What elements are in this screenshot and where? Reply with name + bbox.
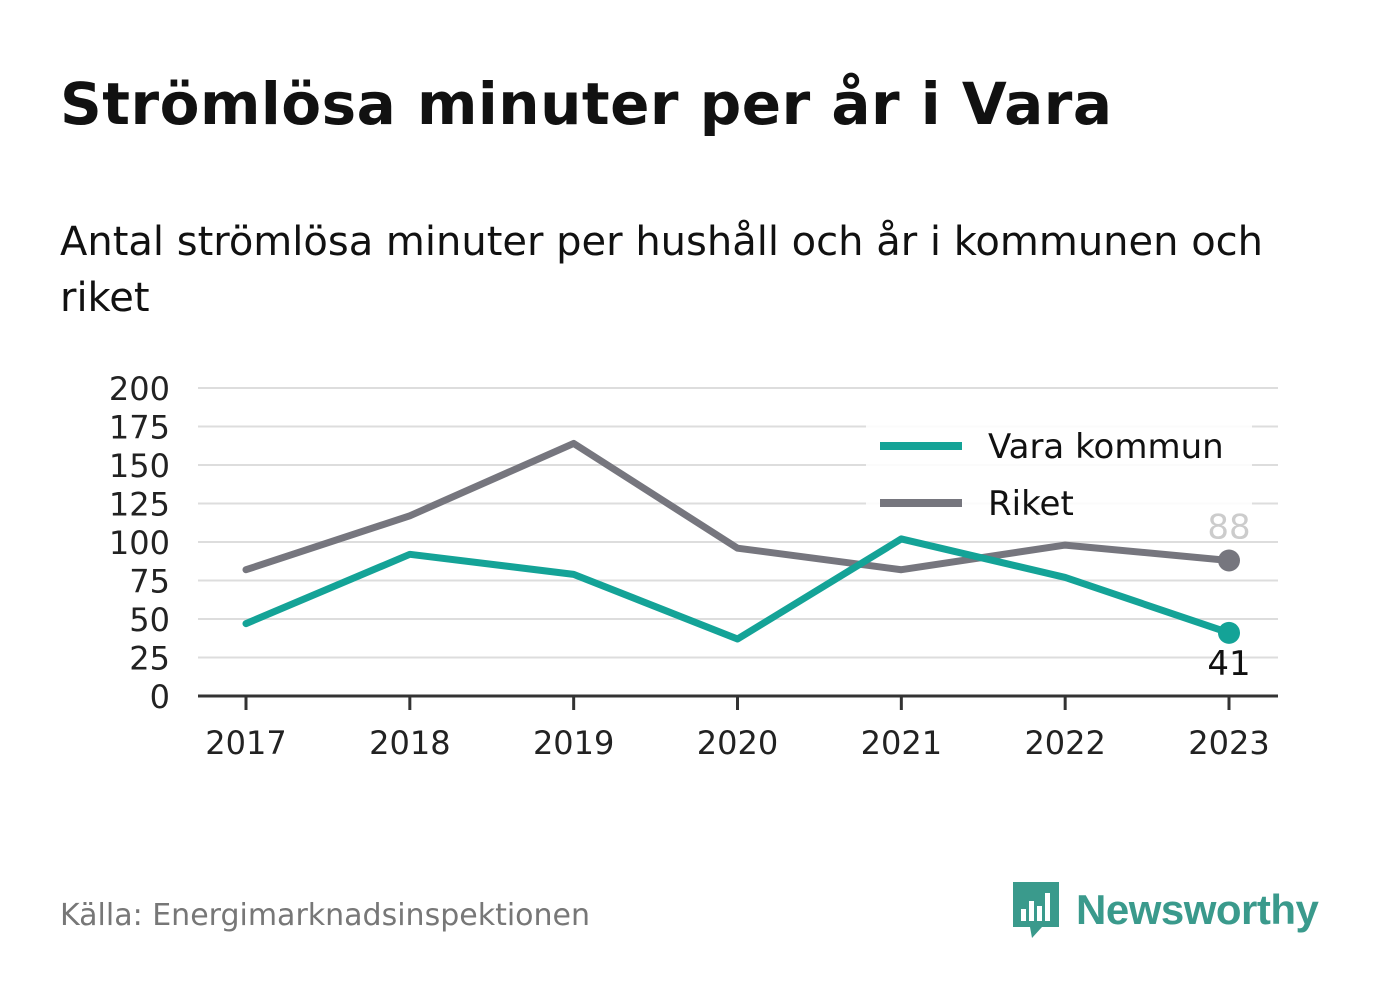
end-labels: 88 41 bbox=[1207, 507, 1250, 683]
legend-background bbox=[866, 421, 1252, 529]
x-tick-label: 2018 bbox=[369, 724, 450, 762]
brand-name: Newsworthy bbox=[1076, 886, 1319, 933]
series-lines bbox=[242, 439, 1240, 644]
legend-entry: Vara kommun bbox=[988, 427, 1224, 467]
y-tick-label: 125 bbox=[109, 486, 170, 524]
y-tick-label: 200 bbox=[109, 370, 170, 408]
x-tick-label: 2019 bbox=[533, 724, 614, 762]
legend: Vara kommun Riket bbox=[866, 421, 1252, 529]
end-label-riket: 88 bbox=[1207, 507, 1250, 547]
x-axis: 2017 2018 2019 2020 2021 2022 2023 bbox=[198, 694, 1278, 762]
brand-logo: Newsworthy bbox=[1010, 878, 1319, 942]
y-tick-label: 75 bbox=[129, 563, 170, 601]
y-tick-label: 175 bbox=[109, 409, 170, 447]
chart-title: Strömlösa minuter per år i Vara bbox=[60, 70, 1113, 138]
series-line bbox=[242, 535, 1233, 643]
bar-chart-speech-bubble-icon bbox=[1013, 882, 1059, 938]
y-tick-label: 25 bbox=[129, 640, 170, 678]
x-tick-label: 2020 bbox=[697, 724, 778, 762]
y-tick-label: 50 bbox=[129, 601, 170, 639]
x-tick-label: 2017 bbox=[205, 724, 286, 762]
chart-subtitle: Antal strömlösa minuter per hushåll och … bbox=[60, 219, 1264, 321]
legend-entry: Riket bbox=[988, 484, 1074, 524]
end-label-vara: 41 bbox=[1207, 644, 1250, 684]
y-tick-label: 100 bbox=[109, 524, 170, 562]
series-end-point bbox=[1218, 621, 1240, 644]
source-note: Källa: Energimarknadsinspektionen bbox=[60, 898, 591, 933]
x-tick-label: 2023 bbox=[1188, 724, 1269, 762]
y-tick-label: 0 bbox=[150, 678, 170, 716]
series-end-point bbox=[1218, 549, 1240, 572]
y-tick-label: 150 bbox=[109, 447, 170, 485]
x-tick-label: 2022 bbox=[1024, 724, 1105, 762]
series-line bbox=[242, 439, 1233, 574]
x-tick-label: 2021 bbox=[861, 724, 942, 762]
